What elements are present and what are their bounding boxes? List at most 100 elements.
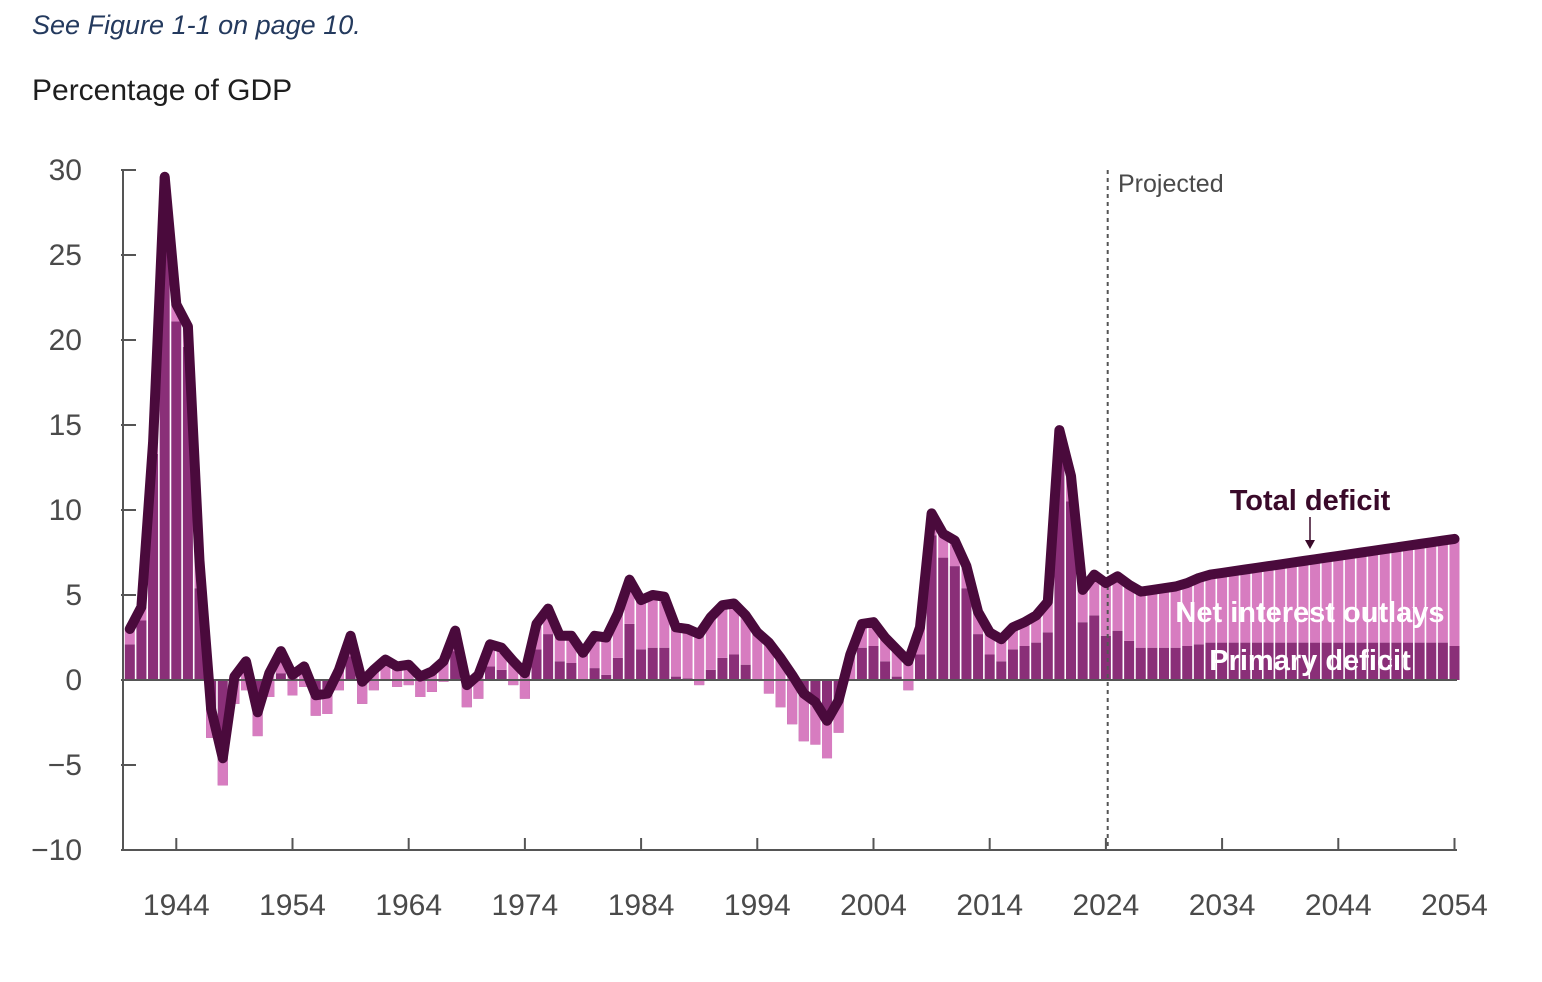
net-interest-bar [438, 661, 449, 682]
primary-deficit-bar [1263, 642, 1274, 680]
net-interest-bar [1182, 583, 1193, 646]
net-interest-bar [903, 661, 914, 691]
y-tick-label: 10 [49, 494, 82, 527]
y-axis-label: Percentage of GDP [32, 74, 293, 107]
net-interest-bar [670, 627, 681, 677]
primary-deficit-bar [973, 634, 984, 680]
y-tick-label: −10 [31, 834, 82, 867]
y-tick-label: 15 [49, 409, 82, 442]
primary-deficit-bar [485, 666, 496, 680]
net-interest-bar [891, 649, 902, 677]
primary-deficit-bar [566, 663, 577, 680]
net-interest-bar [717, 605, 728, 658]
x-tick-label: 2054 [1421, 889, 1488, 922]
net-interest-bar [287, 674, 298, 696]
net-interest-bar [1298, 561, 1309, 643]
net-interest-bar [682, 629, 693, 679]
net-interest-bar [1379, 549, 1390, 643]
primary-deficit-bar [601, 674, 612, 680]
net-interest-bar [1426, 542, 1437, 643]
net-interest-bar [1368, 550, 1379, 643]
net-interest-bar [729, 603, 740, 655]
net-interest-bar [1135, 591, 1146, 648]
net-interest-bar [705, 617, 716, 670]
primary-deficit-bar [1379, 642, 1390, 680]
net-interest-bar [1147, 589, 1158, 648]
primary-deficit-bar [1077, 622, 1088, 680]
y-tick-label: 20 [49, 324, 82, 357]
primary-deficit-bar [1182, 646, 1193, 680]
primary-deficit-bar [275, 673, 286, 680]
net-interest-bar [1112, 576, 1123, 631]
net-interest-bar [566, 635, 577, 663]
primary-deficit-bar [1240, 642, 1251, 680]
net-interest-bar [1042, 601, 1053, 633]
primary-deficit-bar [949, 566, 960, 680]
net-interest-bar [949, 540, 960, 567]
primary-deficit-bar [1228, 642, 1239, 680]
primary-deficit-bar [136, 620, 147, 680]
figure-reference-note: See Figure 1-1 on page 10. [32, 10, 361, 40]
primary-deficit-bar [450, 651, 461, 680]
primary-deficit-bar [124, 644, 135, 680]
primary-deficit-bar [729, 654, 740, 680]
net-interest-bar [647, 595, 658, 648]
primary-deficit-bar [1217, 642, 1228, 680]
net-interest-bar [636, 600, 647, 650]
primary-deficit-bar [1124, 640, 1135, 680]
primary-deficit-bar [554, 661, 565, 680]
primary-deficit-bar [1007, 649, 1018, 680]
primary-deficit-bar [705, 669, 716, 680]
net-interest-bar [1170, 586, 1181, 648]
net-interest-bar [415, 676, 426, 697]
net-interest-bar [996, 639, 1007, 662]
x-tick-label: 2004 [840, 889, 907, 922]
total-deficit-line [124, 171, 1460, 764]
net-interest-bar [392, 666, 403, 687]
net-interest-bar [973, 612, 984, 635]
primary-deficit-bar [1089, 615, 1100, 680]
net-interest-bar [612, 613, 623, 658]
primary-deficit-bar [647, 647, 658, 680]
primary-deficit-bar [612, 657, 623, 680]
net-interest-bar [868, 622, 879, 646]
primary-deficit-bar [670, 676, 681, 680]
net-interest-bar [496, 647, 507, 670]
primary-deficit-bar [1031, 642, 1042, 680]
primary-deficit-bar [938, 557, 949, 680]
primary-deficit-label: Primary deficit [1209, 645, 1411, 677]
primary-deficit-bar [1333, 642, 1344, 680]
net-interest-bar [1240, 569, 1251, 643]
y-tick-label: 5 [65, 579, 82, 612]
x-tick-label: 1964 [375, 889, 442, 922]
x-tick-label: 1944 [143, 889, 210, 922]
net-interest-bar [543, 608, 554, 635]
net-interest-bar [124, 629, 135, 645]
total-deficit-label: Total deficit [1230, 485, 1391, 517]
primary-deficit-bar [1344, 642, 1355, 680]
primary-deficit-bar [1019, 646, 1030, 680]
net-interest-bar [1321, 557, 1332, 643]
x-tick-label: 1974 [492, 889, 559, 922]
y-tick-label: 25 [49, 239, 82, 272]
primary-deficit-bar [984, 654, 995, 680]
net-interest-bar [473, 674, 484, 699]
x-tick-label: 1984 [608, 889, 675, 922]
primary-deficit-bar [891, 676, 902, 680]
net-interest-bar [1193, 578, 1204, 645]
primary-deficit-bar [740, 664, 751, 680]
labels-layer: Projected Total deficit Net interest out… [1118, 170, 1445, 677]
primary-deficit-bar [1100, 635, 1111, 680]
primary-deficit-bar [1298, 642, 1309, 680]
net-interest-bar [833, 700, 844, 733]
net-interest-bar [1449, 538, 1460, 646]
net-interest-bar [1077, 589, 1088, 623]
primary-deficit-bar [996, 661, 1007, 680]
net-interest-bar [694, 634, 705, 686]
primary-deficit-bar [880, 661, 891, 680]
net-interest-bar [357, 681, 368, 704]
net-interest-bar [1391, 547, 1402, 643]
primary-deficit-bar [345, 656, 356, 680]
net-interest-bar [1275, 564, 1286, 643]
